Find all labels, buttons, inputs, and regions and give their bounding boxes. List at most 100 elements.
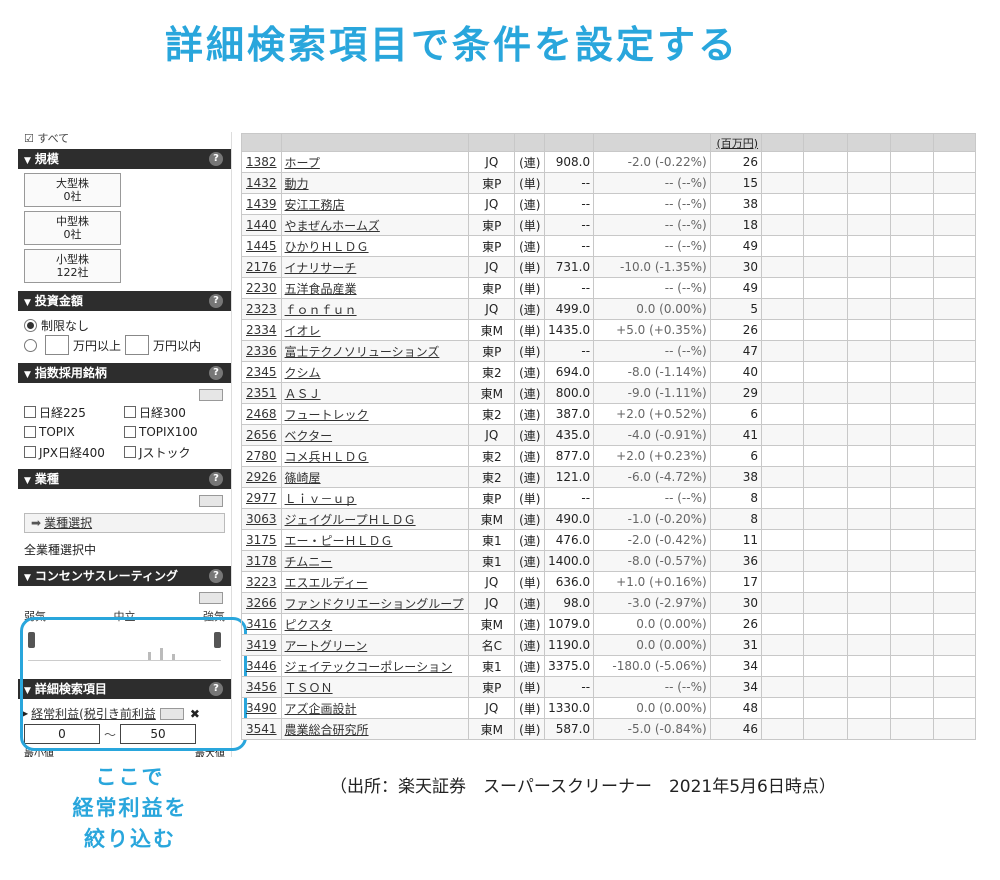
cell-stock-name[interactable]: ＡＳＪ <box>280 382 470 404</box>
cell-stock-code[interactable]: 2977 <box>241 487 282 509</box>
stock-name-link[interactable]: クシム <box>284 365 321 380</box>
table-row[interactable]: 2345 クシム 東2 (連) 694.0 -8.0 (-1.14%) 40 <box>241 361 976 383</box>
cell-stock-code[interactable]: 1445 <box>241 235 282 257</box>
amount-min-input[interactable] <box>45 335 69 355</box>
stock-name-link[interactable]: コメ兵ＨＬＤＧ <box>284 449 369 464</box>
stock-code-link[interactable]: 1439 <box>246 197 277 211</box>
table-row[interactable]: 2656 ベクター JQ (連) 435.0 -4.0 (-0.91%) 41 <box>241 424 976 446</box>
stock-name-link[interactable]: アートグリーン <box>284 638 368 653</box>
cell-stock-name[interactable]: 動力 <box>280 172 470 194</box>
help-icon[interactable]: ? <box>209 682 223 696</box>
stock-code-link[interactable]: 2926 <box>246 470 277 484</box>
help-icon[interactable]: ? <box>209 472 223 486</box>
checkbox-nikkei225[interactable]: 日経225 <box>24 403 124 421</box>
cell-stock-code[interactable]: 3490 <box>241 697 282 719</box>
stock-code-link[interactable]: 1382 <box>246 155 277 169</box>
stock-name-link[interactable]: 五洋食品産業 <box>284 281 357 296</box>
table-row[interactable]: 3266 ファンドクリエーショングループ JQ (連) 98.0 -3.0 (-2.97%… <box>241 592 976 614</box>
stock-name-link[interactable]: ピクスタ <box>284 617 333 632</box>
stock-name-link[interactable]: ＡＳＪ <box>284 386 321 401</box>
industry-select-link[interactable]: 業種選択 <box>44 516 93 530</box>
cell-stock-name[interactable]: ベクター <box>280 424 470 446</box>
section-header-industry[interactable]: ▼ 業種 ? <box>18 469 231 489</box>
stock-code-link[interactable]: 1440 <box>246 218 277 232</box>
cell-stock-code[interactable]: 2336 <box>241 340 282 362</box>
cell-stock-name[interactable]: ＴＳＯＮ <box>280 676 470 698</box>
table-row[interactable]: 1439 安江工務店 JQ (連) -- -- (--%) 38 <box>241 193 976 215</box>
cell-stock-code[interactable]: 3178 <box>241 550 282 572</box>
cell-stock-code[interactable]: 3175 <box>241 529 282 551</box>
help-icon[interactable]: ? <box>209 294 223 308</box>
table-row[interactable]: 3223 エスエルディー JQ (単) 636.0 +1.0 (+0.16%) 17 <box>241 571 976 593</box>
cell-stock-name[interactable]: クシム <box>280 361 470 383</box>
cell-stock-name[interactable]: 篠崎屋 <box>280 466 470 488</box>
cell-stock-name[interactable]: エー・ピーＨＬＤＧ <box>280 529 470 551</box>
cell-stock-code[interactable]: 2926 <box>241 466 282 488</box>
cell-stock-name[interactable]: イナリサーチ <box>280 256 470 278</box>
cell-stock-name[interactable]: 五洋食品産業 <box>280 277 470 299</box>
stock-name-link[interactable]: イナリサーチ <box>284 260 357 275</box>
stock-code-link[interactable]: 2468 <box>246 407 277 421</box>
cell-stock-name[interactable]: イオレ <box>280 319 470 341</box>
stock-name-link[interactable]: ＴＳＯＮ <box>284 680 333 695</box>
cell-stock-name[interactable]: アートグリーン <box>280 634 470 656</box>
consensus-slider[interactable] <box>28 626 221 661</box>
section-header-index[interactable]: ▼ 指数採用銘柄 ? <box>18 363 231 383</box>
stock-code-link[interactable]: 3063 <box>246 512 277 526</box>
checkbox-topix100[interactable]: TOPIX100 <box>124 423 224 441</box>
cell-stock-code[interactable]: 1439 <box>241 193 282 215</box>
cell-stock-name[interactable]: やまぜんホームズ <box>280 214 470 236</box>
table-row[interactable]: 3063 ジェイグループＨＬＤＧ 東M (連) 490.0 -1.0 (-0.20%) 8 <box>241 508 976 530</box>
cell-stock-name[interactable]: ひかりＨＬＤＧ <box>280 235 470 257</box>
stock-code-link[interactable]: 2230 <box>246 281 277 295</box>
table-row[interactable]: 3416 ピクスタ 東M (連) 1079.0 0.0 (0.00%) 26 <box>241 613 976 635</box>
industry-select-button[interactable]: ➡ 業種選択 <box>24 513 225 533</box>
scale-button-large[interactable]: 大型株 0社 <box>24 173 121 207</box>
amount-max-input[interactable] <box>125 335 150 355</box>
close-icon[interactable]: ✖ <box>189 706 200 721</box>
cell-stock-code[interactable]: 3063 <box>241 508 282 530</box>
cell-stock-name[interactable]: ホープ <box>280 151 470 173</box>
table-row[interactable]: 2780 コメ兵ＨＬＤＧ 東2 (連) 877.0 +2.0 (+0.23%) 6 <box>241 445 976 467</box>
table-row[interactable]: 2176 イナリサーチ JQ (単) 731.0 -10.0 (-1.35%) 30 <box>241 256 976 278</box>
stock-name-link[interactable]: イオレ <box>284 323 321 338</box>
stock-name-link[interactable]: エー・ピーＨＬＤＧ <box>284 533 393 548</box>
section-header-consensus[interactable]: ▼ コンセンサスレーティング ? <box>18 566 231 586</box>
help-icon[interactable]: ? <box>209 366 223 380</box>
stock-code-link[interactable]: 1432 <box>246 176 277 190</box>
cell-stock-name[interactable]: ジェイテックコーポレーション <box>280 655 470 677</box>
cell-stock-code[interactable]: 3223 <box>241 571 282 593</box>
cell-stock-code[interactable]: 3541 <box>241 718 282 740</box>
stock-code-link[interactable]: 2336 <box>246 344 277 358</box>
stock-name-link[interactable]: 農業総合研究所 <box>284 722 369 737</box>
cell-stock-name[interactable]: ファンドクリエーショングループ <box>280 592 470 614</box>
table-row[interactable]: 3541 農業総合研究所 東M (単) 587.0 -5.0 (-0.84%) 46 <box>241 718 976 740</box>
cell-stock-code[interactable]: 2323 <box>241 298 282 320</box>
table-row[interactable]: 3456 ＴＳＯＮ 東P (単) -- -- (--%) 34 <box>241 676 976 698</box>
cell-stock-name[interactable]: 富士テクノソリューションズ <box>280 340 470 362</box>
detail-item-link[interactable]: 経常利益(税引き前利益 <box>31 707 156 721</box>
stock-name-link[interactable]: ひかりＨＬＤＧ <box>284 239 369 254</box>
cell-stock-name[interactable]: ｆｏｎｆｕｎ <box>280 298 470 320</box>
cell-stock-code[interactable]: 1432 <box>241 172 282 194</box>
cell-stock-name[interactable]: フュートレック <box>280 403 470 425</box>
stock-code-link[interactable]: 2345 <box>246 365 277 379</box>
stock-code-link[interactable]: 3223 <box>246 575 277 589</box>
cell-stock-code[interactable]: 3419 <box>241 634 282 656</box>
radio-unlimited[interactable]: 制限なし <box>24 315 225 335</box>
table-row[interactable]: 1432 動力 東P (単) -- -- (--%) 15 <box>241 172 976 194</box>
slider-handle-min[interactable] <box>28 632 35 648</box>
table-row[interactable]: 2468 フュートレック 東2 (連) 387.0 +2.0 (+0.52%) 6 <box>241 403 976 425</box>
cell-stock-code[interactable]: 1382 <box>241 151 282 173</box>
table-row[interactable]: 2977 Ｌｉｖ－ｕｐ 東P (単) -- -- (--%) 8 <box>241 487 976 509</box>
cell-stock-name[interactable]: ジェイグループＨＬＤＧ <box>280 508 470 530</box>
checkbox-jpx400[interactable]: JPX日経400 <box>24 443 124 461</box>
stock-name-link[interactable]: 富士テクノソリューションズ <box>284 344 440 359</box>
table-row[interactable]: 2323 ｆｏｎｆｕｎ JQ (連) 499.0 0.0 (0.00%) 5 <box>241 298 976 320</box>
cell-stock-code[interactable]: 3416 <box>241 613 282 635</box>
cell-stock-name[interactable]: ピクスタ <box>280 613 470 635</box>
cell-stock-name[interactable]: Ｌｉｖ－ｕｐ <box>280 487 470 509</box>
cell-stock-code[interactable]: 3266 <box>241 592 282 614</box>
stock-code-link[interactable]: 1445 <box>246 239 277 253</box>
stock-code-link[interactable]: 3490 <box>246 701 277 715</box>
